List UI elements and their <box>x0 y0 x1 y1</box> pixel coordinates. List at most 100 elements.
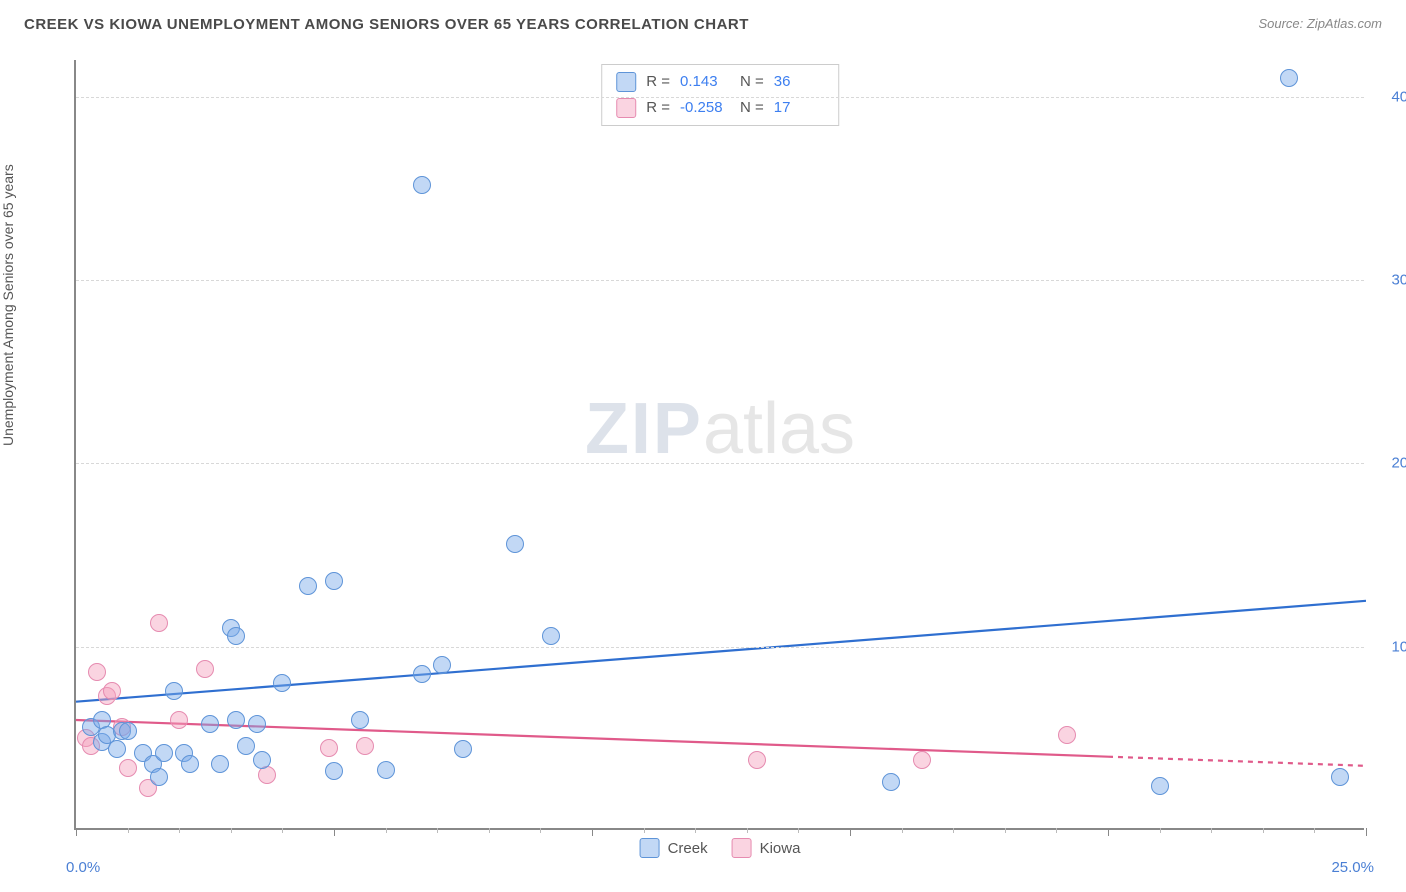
data-point-creek <box>155 744 173 762</box>
data-point-creek <box>227 711 245 729</box>
data-point-creek <box>150 768 168 786</box>
data-point-kiowa <box>320 739 338 757</box>
trend-lines-layer <box>76 60 1366 830</box>
creek-r-value: 0.143 <box>680 69 730 95</box>
data-point-kiowa <box>356 737 374 755</box>
x-tick-minor <box>1160 828 1161 833</box>
data-point-creek <box>201 715 219 733</box>
data-point-creek <box>165 682 183 700</box>
n-label: N = <box>740 95 764 121</box>
data-point-creek <box>433 656 451 674</box>
data-point-creek <box>227 627 245 645</box>
data-point-creek <box>325 572 343 590</box>
r-label: R = <box>646 95 670 121</box>
legend-item-creek: Creek <box>640 838 708 858</box>
chart-container: ZIPatlas R = 0.143 N = 36 R = -0.258 N =… <box>50 60 1390 860</box>
bottom-legend: Creek Kiowa <box>640 838 801 858</box>
x-tick-minor <box>953 828 954 833</box>
y-axis-title: Unemployment Among Seniors over 65 years <box>0 164 16 446</box>
x-tick-major <box>850 828 851 836</box>
data-point-creek <box>237 737 255 755</box>
data-point-kiowa <box>119 759 137 777</box>
trend-line <box>76 601 1366 702</box>
data-point-creek <box>211 755 229 773</box>
data-point-creek <box>299 577 317 595</box>
data-point-creek <box>248 715 266 733</box>
x-tick-minor <box>282 828 283 833</box>
y-tick-label: 20.0% <box>1374 455 1406 472</box>
x-tick-minor <box>1263 828 1264 833</box>
data-point-creek <box>413 176 431 194</box>
data-point-creek <box>506 535 524 553</box>
x-axis-min-label: 0.0% <box>66 859 100 876</box>
x-tick-minor <box>798 828 799 833</box>
r-label: R = <box>646 69 670 95</box>
data-point-creek <box>1331 768 1349 786</box>
data-point-kiowa <box>103 682 121 700</box>
data-point-creek <box>542 627 560 645</box>
gridline-horizontal <box>76 280 1364 281</box>
plot-area: ZIPatlas R = 0.143 N = 36 R = -0.258 N =… <box>74 60 1364 830</box>
x-tick-minor <box>1211 828 1212 833</box>
data-point-creek <box>273 674 291 692</box>
data-point-kiowa <box>170 711 188 729</box>
x-tick-minor <box>747 828 748 833</box>
kiowa-n-value: 17 <box>774 95 824 121</box>
watermark: ZIPatlas <box>585 388 855 470</box>
y-tick-label: 40.0% <box>1374 88 1406 105</box>
stats-row-creek: R = 0.143 N = 36 <box>616 69 824 95</box>
data-point-creek <box>1151 777 1169 795</box>
data-point-kiowa <box>1058 726 1076 744</box>
kiowa-r-value: -0.258 <box>680 95 730 121</box>
y-tick-label: 10.0% <box>1374 638 1406 655</box>
data-point-creek <box>1280 69 1298 87</box>
n-label: N = <box>740 69 764 95</box>
legend-label-kiowa: Kiowa <box>760 840 801 857</box>
data-point-creek <box>253 751 271 769</box>
x-tick-minor <box>1314 828 1315 833</box>
chart-title: CREEK VS KIOWA UNEMPLOYMENT AMONG SENIOR… <box>24 16 749 33</box>
x-tick-major <box>334 828 335 836</box>
x-tick-minor <box>902 828 903 833</box>
x-tick-minor <box>1005 828 1006 833</box>
x-tick-minor <box>1056 828 1057 833</box>
data-point-kiowa <box>88 663 106 681</box>
data-point-creek <box>325 762 343 780</box>
x-tick-minor <box>540 828 541 833</box>
x-tick-major <box>1108 828 1109 836</box>
x-axis-max-label: 25.0% <box>1331 859 1374 876</box>
data-point-creek <box>351 711 369 729</box>
legend-label-creek: Creek <box>668 840 708 857</box>
watermark-part1: ZIP <box>585 389 703 469</box>
y-tick-label: 30.0% <box>1374 272 1406 289</box>
swatch-creek <box>640 838 660 858</box>
x-tick-minor <box>231 828 232 833</box>
data-point-kiowa <box>150 614 168 632</box>
x-tick-major <box>592 828 593 836</box>
watermark-part2: atlas <box>703 389 855 469</box>
x-tick-minor <box>386 828 387 833</box>
swatch-creek <box>616 72 636 92</box>
data-point-kiowa <box>913 751 931 769</box>
data-point-kiowa <box>196 660 214 678</box>
data-point-creek <box>181 755 199 773</box>
x-tick-major <box>76 828 77 836</box>
x-tick-minor <box>695 828 696 833</box>
data-point-creek <box>413 665 431 683</box>
data-point-kiowa <box>748 751 766 769</box>
data-point-creek <box>454 740 472 758</box>
legend-item-kiowa: Kiowa <box>732 838 801 858</box>
x-tick-minor <box>128 828 129 833</box>
stats-legend-box: R = 0.143 N = 36 R = -0.258 N = 17 <box>601 64 839 126</box>
trend-line <box>1108 757 1366 766</box>
gridline-horizontal <box>76 647 1364 648</box>
gridline-horizontal <box>76 97 1364 98</box>
data-point-creek <box>377 761 395 779</box>
data-point-creek <box>882 773 900 791</box>
data-point-creek <box>119 722 137 740</box>
swatch-kiowa <box>732 838 752 858</box>
x-tick-major <box>1366 828 1367 836</box>
x-tick-minor <box>437 828 438 833</box>
creek-n-value: 36 <box>774 69 824 95</box>
x-tick-minor <box>179 828 180 833</box>
